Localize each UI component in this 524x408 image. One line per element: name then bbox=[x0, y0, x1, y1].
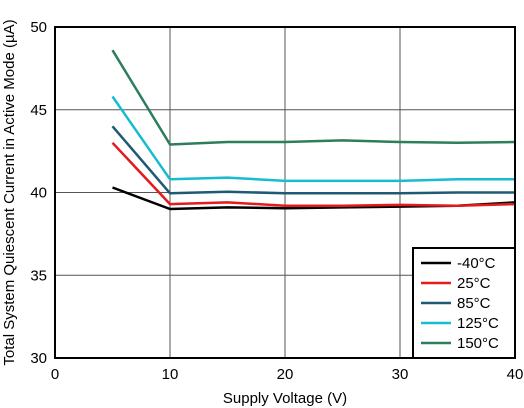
series-line-4 bbox=[111, 49, 516, 146]
y-tick-label: 45 bbox=[30, 102, 47, 119]
legend-label: -40°C bbox=[457, 255, 496, 272]
x-axis-title: Supply Voltage (V) bbox=[223, 390, 347, 407]
y-tick-label: 30 bbox=[30, 350, 47, 367]
x-tick-label: 0 bbox=[51, 366, 59, 383]
x-tick-label: 30 bbox=[392, 366, 409, 383]
series-line-3 bbox=[111, 95, 515, 183]
legend-label: 85°C bbox=[457, 295, 491, 312]
y-axis-title: Total System Quiescent Current in Active… bbox=[1, 19, 18, 365]
y-tick-label: 40 bbox=[30, 185, 47, 202]
y-tick-label: 50 bbox=[30, 19, 47, 36]
y-tick-label: 35 bbox=[30, 267, 47, 284]
x-tick-label: 20 bbox=[277, 366, 294, 383]
legend-label: 150°C bbox=[457, 335, 499, 352]
tick-labels: 0 10 20 30 40 30 35 40 45 50 bbox=[30, 19, 523, 383]
x-tick-label: 10 bbox=[162, 366, 179, 383]
legend-label: 125°C bbox=[457, 315, 499, 332]
legend-label: 25°C bbox=[457, 275, 491, 292]
x-tick-label: 40 bbox=[507, 366, 524, 383]
series-lines bbox=[111, 49, 516, 211]
legend: -40°C 25°C 85°C 125°C 150°C bbox=[412, 247, 516, 359]
series-line-1 bbox=[111, 141, 516, 207]
series-line-2 bbox=[111, 125, 515, 195]
plot-area-frame bbox=[54, 26, 516, 359]
